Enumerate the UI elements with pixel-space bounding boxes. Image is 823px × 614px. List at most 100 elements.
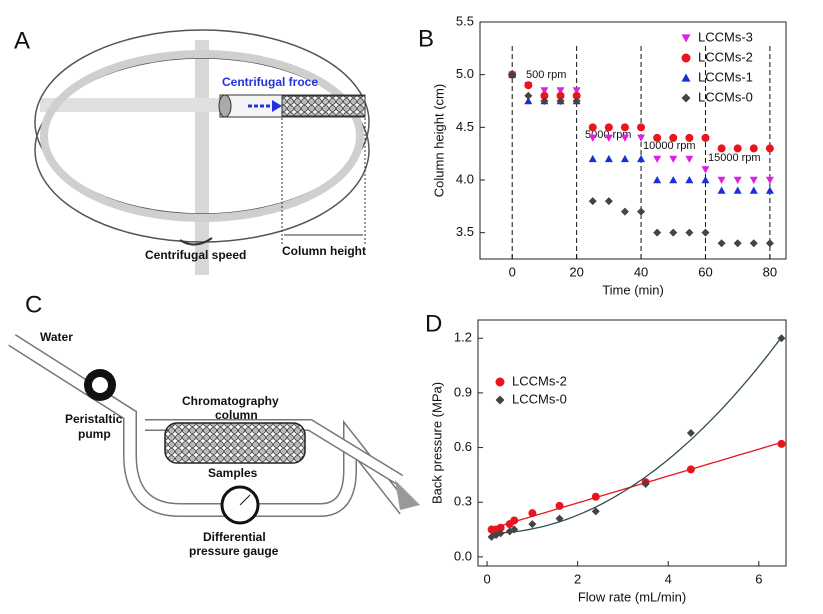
marker (524, 91, 533, 100)
marker (685, 228, 694, 237)
marker (717, 176, 726, 184)
samples-label: Samples (208, 466, 258, 480)
marker (749, 144, 758, 153)
marker (669, 155, 678, 163)
marker (572, 91, 581, 100)
marker (765, 176, 774, 184)
marker (686, 465, 695, 474)
diagram-a: A Centrifugal froce Column height Centri… (14, 27, 370, 275)
rotation-arrow (179, 237, 213, 246)
x-tick-label: 0 (483, 571, 490, 586)
marker (749, 239, 758, 248)
marker (524, 97, 533, 105)
marker (749, 186, 758, 194)
ring-band (40, 50, 364, 222)
x-tick-label: 4 (665, 571, 672, 586)
marker (685, 133, 694, 142)
legend-marker (681, 73, 691, 82)
column (164, 422, 306, 464)
water-label: Water (40, 330, 73, 344)
marker (685, 155, 694, 163)
marker (701, 176, 710, 184)
x-tick-label: 6 (755, 571, 762, 586)
y-tick-label: 0.3 (454, 494, 472, 509)
marker (496, 529, 505, 538)
y-tick-label: 4.0 (456, 171, 474, 186)
annotation: 15000 rpm (708, 152, 761, 164)
column-label: Chromatography (182, 394, 279, 408)
legend-label: LCCMs-2 (512, 373, 567, 388)
marker (540, 97, 549, 105)
marker (604, 197, 613, 206)
pipe-inner (9, 335, 410, 516)
marker (686, 428, 695, 437)
legend-label: LCCMs-3 (698, 29, 753, 44)
marker (765, 144, 774, 153)
marker (524, 81, 533, 90)
panel-label: D (425, 310, 442, 337)
y-tick-label: 5.5 (456, 13, 474, 28)
fit-curve (491, 336, 783, 534)
plot-frame (477, 319, 787, 567)
marker (604, 134, 613, 142)
gauge-label: Differential (203, 530, 266, 544)
marker (669, 176, 678, 184)
marker (669, 133, 678, 142)
marker (765, 186, 774, 194)
flow-arrow (395, 480, 420, 510)
marker (653, 176, 662, 184)
legend-marker (495, 395, 505, 405)
marker (701, 166, 710, 174)
marker (637, 207, 646, 216)
annotation: 10000 rpm (643, 140, 696, 152)
marker (556, 97, 565, 105)
marker (620, 123, 629, 132)
marker (777, 334, 786, 343)
spoke (195, 40, 209, 275)
pump-label: pump (78, 427, 111, 441)
marker (510, 516, 519, 525)
pump-hub (92, 377, 108, 393)
marker (620, 154, 629, 163)
tube-cap (218, 94, 232, 118)
legend-label: LCCMs-0 (512, 391, 567, 406)
y-tick-label: 1.2 (454, 330, 472, 345)
marker (572, 87, 581, 95)
marker (749, 176, 758, 184)
marker (669, 228, 678, 237)
ring-lower (34, 57, 370, 243)
height-label: Column height (282, 244, 366, 258)
legend-label: LCCMs-0 (698, 89, 753, 104)
x-axis-title: Time (min) (602, 282, 664, 297)
y-tick-label: 5.0 (456, 66, 474, 81)
gauge-label: pressure gauge (189, 544, 279, 558)
panel-label: B (418, 25, 434, 52)
y-tick-label: 0.0 (454, 548, 472, 563)
x-tick-label: 20 (569, 264, 583, 279)
y-tick-label: 0.6 (454, 439, 472, 454)
marker (733, 186, 742, 194)
marker (496, 523, 505, 532)
y-tick-label: 0.9 (454, 384, 472, 399)
marker (540, 87, 549, 95)
marker (556, 91, 565, 100)
x-tick-label: 80 (763, 264, 777, 279)
annotation: 500 rpm (526, 69, 566, 81)
marker (540, 91, 549, 100)
marker (733, 239, 742, 248)
marker (653, 133, 662, 142)
marker (717, 239, 726, 248)
y-axis-title: Column height (cm) (431, 84, 446, 197)
plot-frame (479, 21, 787, 260)
marker (701, 228, 710, 237)
marker (604, 123, 613, 132)
legend-label: LCCMs-1 (698, 69, 753, 84)
marker (604, 154, 613, 163)
panel-label: A (14, 27, 30, 54)
legend-label: LCCMs-2 (698, 49, 753, 64)
arrowhead (272, 100, 282, 112)
marker (653, 228, 662, 237)
marker (588, 154, 597, 163)
